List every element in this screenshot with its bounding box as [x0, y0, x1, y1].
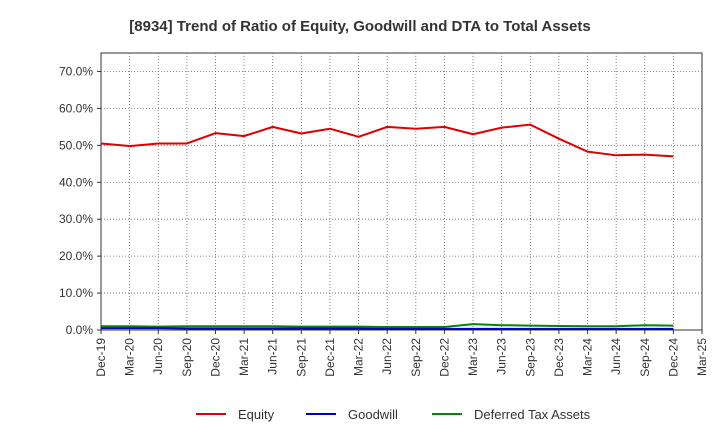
x-tick-label: Sep-23 — [523, 338, 537, 377]
x-tick-label: Mar-23 — [466, 338, 480, 376]
y-tick-label: 20.0% — [59, 249, 93, 263]
gridlines — [101, 53, 702, 330]
series-lines — [100, 123, 674, 330]
legend-label: Goodwill — [348, 407, 398, 422]
x-tick-label: Jun-21 — [266, 338, 280, 375]
y-tick-label: 70.0% — [59, 64, 93, 78]
y-tick-label: 60.0% — [59, 101, 93, 115]
y-tick-label: 50.0% — [59, 138, 93, 152]
plot-area — [100, 52, 703, 331]
x-tick-label: Mar-22 — [352, 338, 366, 376]
series-line-equity — [100, 123, 674, 158]
x-tick-label: Dec-21 — [323, 338, 337, 377]
x-tick-label: Dec-19 — [94, 338, 108, 377]
chart-title: [8934] Trend of Ratio of Equity, Goodwil… — [129, 18, 590, 35]
x-tick-label: Jun-20 — [151, 338, 165, 375]
y-tick-label: 0.0% — [66, 323, 94, 337]
y-tick-label: 30.0% — [59, 212, 93, 226]
x-tick-label: Mar-20 — [123, 338, 137, 376]
legend-label: Equity — [238, 407, 275, 422]
y-tick-label: 40.0% — [59, 175, 93, 189]
x-tick-label: Sep-24 — [638, 338, 652, 377]
legend: Equity Goodwill Deferred Tax Assets — [196, 407, 591, 422]
x-tick-label: Dec-24 — [666, 338, 680, 377]
x-tick-label: Mar-21 — [237, 338, 251, 376]
y-axis-ticks: 0.0% 10.0% 20.0% 30.0% 40.0% 50.0% 60.0% 70.0% — [59, 64, 101, 337]
x-tick-label: Dec-23 — [552, 338, 566, 377]
x-axis-ticks: Dec-19 Mar-20 Jun-20 Sep-20 Dec-20 Mar-21 Jun-… — [94, 330, 709, 377]
x-tick-label: Dec-20 — [208, 338, 222, 377]
x-tick-label: Mar-24 — [581, 338, 595, 376]
x-tick-label: Jun-24 — [609, 338, 623, 375]
series-line-goodwill — [101, 327, 674, 330]
x-tick-label: Mar-25 — [695, 338, 709, 376]
x-tick-label: Sep-20 — [180, 338, 194, 377]
x-tick-label: Jun-22 — [380, 338, 394, 375]
y-tick-label: 10.0% — [59, 286, 93, 300]
x-tick-label: Dec-22 — [437, 338, 451, 377]
series-line-deferred-tax-assets — [101, 323, 674, 329]
x-tick-label: Jun-23 — [495, 338, 509, 375]
legend-label: Deferred Tax Assets — [474, 407, 591, 422]
x-tick-label: Sep-21 — [294, 338, 308, 377]
x-tick-label: Sep-22 — [409, 338, 423, 377]
